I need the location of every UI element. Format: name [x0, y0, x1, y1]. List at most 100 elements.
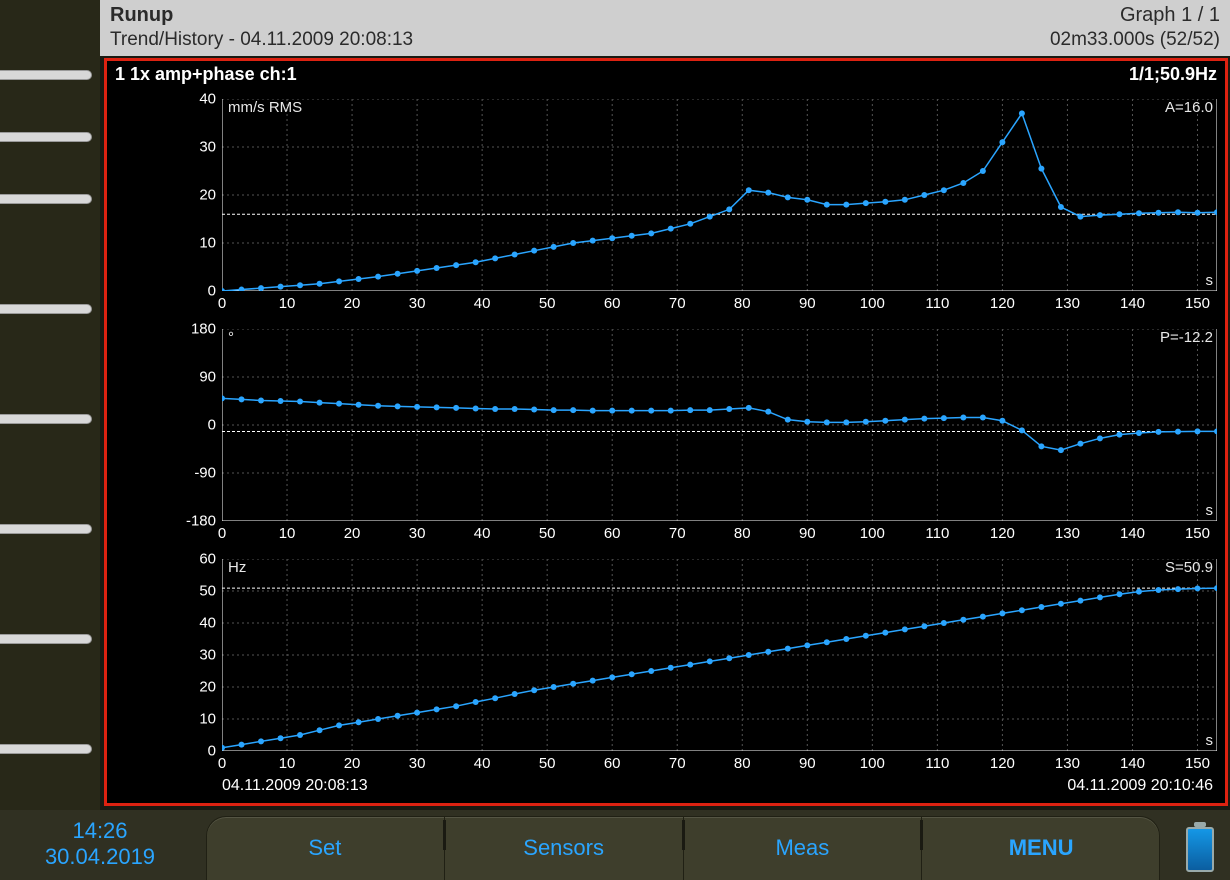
side-slot[interactable]: [0, 744, 92, 754]
x-tick-label: 10: [279, 751, 296, 772]
side-slot[interactable]: [0, 524, 92, 534]
y-tick-label: 0: [208, 417, 222, 434]
header: Runup Graph 1 / 1 Trend/History - 04.11.…: [100, 0, 1230, 56]
plot-speed[interactable]: 0102030405060010203040506070809010011012…: [222, 559, 1217, 751]
y-tick-label: -90: [194, 465, 222, 482]
x-tick-label: 150: [1185, 751, 1210, 772]
y-tick-label: 40: [199, 91, 222, 108]
x-tick-label: 140: [1120, 291, 1145, 312]
chart-pane: 1 1x amp+phase ch:1 1/1;50.9Hz 04.11.200…: [104, 58, 1228, 806]
x-tick-label: 40: [474, 751, 491, 772]
side-strip: [0, 0, 100, 880]
x-axis-unit: s: [1206, 272, 1214, 289]
x-tick-label: 100: [860, 521, 885, 542]
x-tick-label: 150: [1185, 291, 1210, 312]
x-axis-unit: s: [1206, 732, 1214, 749]
x-tick-label: 60: [604, 291, 621, 312]
tab-bar: SetSensorsMeasMENU: [206, 816, 1160, 880]
y-tick-label: 30: [199, 647, 222, 664]
x-tick-label: 40: [474, 521, 491, 542]
y-tick-label: 60: [199, 551, 222, 568]
x-tick-label: 90: [799, 521, 816, 542]
x-tick-label: 0: [218, 751, 226, 772]
graph-counter: Graph 1 / 1: [1120, 2, 1220, 28]
x-axis-unit: s: [1206, 502, 1214, 519]
x-tick-label: 80: [734, 751, 751, 772]
tab-meas[interactable]: Meas: [684, 816, 923, 880]
plot-phase[interactable]: -180-90090180010203040506070809010011012…: [222, 329, 1217, 521]
x-tick-label: 110: [925, 291, 949, 312]
x-tick-label: 40: [474, 291, 491, 312]
y-axis-unit: mm/s RMS: [228, 99, 302, 116]
x-tick-label: 140: [1120, 751, 1145, 772]
x-tick-label: 150: [1185, 521, 1210, 542]
x-tick-label: 130: [1055, 521, 1080, 542]
x-tick-label: 120: [990, 751, 1015, 772]
page-title: Runup: [110, 2, 173, 28]
cursor-readout: S=50.9: [1165, 559, 1213, 576]
side-slot[interactable]: [0, 194, 92, 204]
y-axis-unit: °: [228, 329, 234, 346]
x-tick-label: 110: [925, 751, 949, 772]
y-tick-label: 40: [199, 615, 222, 632]
header-subtitle: Trend/History - 04.11.2009 20:08:13: [110, 28, 413, 52]
side-slot[interactable]: [0, 414, 92, 424]
end-timestamp: 04.11.2009 20:10:46: [1067, 777, 1213, 795]
time-counter: 02m33.000s (52/52): [1050, 28, 1220, 52]
battery-icon: [1184, 822, 1216, 872]
y-tick-label: 180: [191, 321, 222, 338]
side-slot[interactable]: [0, 132, 92, 142]
pane-title: 1 1x amp+phase ch:1 1/1;50.9Hz: [107, 61, 1225, 87]
x-tick-label: 70: [669, 751, 686, 772]
plot-amplitude[interactable]: 0102030400102030405060708090100110120130…: [222, 99, 1217, 291]
x-tick-label: 20: [344, 751, 361, 772]
cursor-readout: A=16.0: [1165, 99, 1213, 116]
x-tick-label: 60: [604, 521, 621, 542]
x-tick-label: 130: [1055, 751, 1080, 772]
x-tick-label: 50: [539, 291, 556, 312]
x-tick-label: 60: [604, 751, 621, 772]
x-tick-label: 10: [279, 291, 296, 312]
x-tick-label: 50: [539, 751, 556, 772]
tab-sensors[interactable]: Sensors: [445, 816, 684, 880]
x-tick-label: 110: [925, 521, 949, 542]
y-tick-label: -180: [186, 513, 222, 530]
x-tick-label: 90: [799, 751, 816, 772]
clock-date: 30.04.2019: [0, 844, 200, 870]
x-tick-label: 70: [669, 521, 686, 542]
pane-title-right: 1/1;50.9Hz: [1129, 64, 1217, 85]
x-tick-label: 70: [669, 291, 686, 312]
side-slot[interactable]: [0, 304, 92, 314]
cursor-readout: P=-12.2: [1160, 329, 1213, 346]
x-tick-label: 20: [344, 291, 361, 312]
start-timestamp: 04.11.2009 20:08:13: [222, 777, 368, 795]
x-tick-label: 130: [1055, 291, 1080, 312]
x-tick-label: 80: [734, 521, 751, 542]
x-tick-label: 10: [279, 521, 296, 542]
x-tick-label: 0: [218, 291, 226, 312]
clock-time: 14:26: [0, 810, 200, 844]
x-tick-label: 120: [990, 291, 1015, 312]
x-tick-label: 90: [799, 291, 816, 312]
x-tick-label: 30: [409, 751, 426, 772]
x-tick-label: 80: [734, 291, 751, 312]
tab-menu[interactable]: MENU: [922, 816, 1160, 880]
side-slot[interactable]: [0, 70, 92, 80]
bottom-nav: 14:26 30.04.2019 SetSensorsMeasMENU: [0, 810, 1230, 880]
y-tick-label: 20: [199, 679, 222, 696]
y-tick-label: 50: [199, 583, 222, 600]
x-tick-label: 30: [409, 521, 426, 542]
y-axis-unit: Hz: [228, 559, 246, 576]
x-tick-label: 100: [860, 291, 885, 312]
y-tick-label: 20: [199, 187, 222, 204]
x-tick-label: 20: [344, 521, 361, 542]
side-slot[interactable]: [0, 634, 92, 644]
tab-set[interactable]: Set: [206, 816, 445, 880]
clock: 14:26 30.04.2019: [0, 810, 200, 880]
y-tick-label: 90: [199, 369, 222, 386]
y-tick-label: 30: [199, 139, 222, 156]
x-tick-label: 30: [409, 291, 426, 312]
pane-title-left: 1 1x amp+phase ch:1: [115, 64, 297, 85]
y-tick-label: 10: [199, 711, 222, 728]
x-tick-label: 120: [990, 521, 1015, 542]
